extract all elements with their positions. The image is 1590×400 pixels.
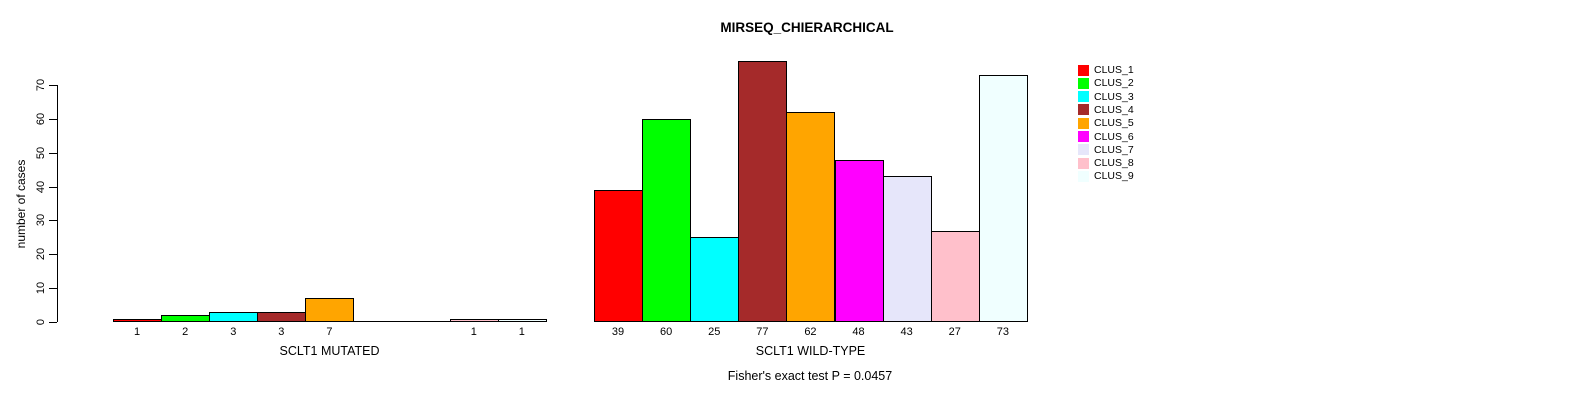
bar-value-label: 73 xyxy=(996,326,1009,338)
bar-value-label: 1 xyxy=(470,326,477,338)
legend-swatch-clus_4 xyxy=(1078,104,1089,116)
bar-clus_1-group2 xyxy=(594,189,644,322)
bar-clus_9-group2 xyxy=(978,74,1028,322)
group-label-mutated: SCLT1 MUTATED xyxy=(279,344,380,358)
y-axis-tick-label: 20 xyxy=(35,248,47,261)
legend-label-clus_5: CLUS_5 xyxy=(1094,117,1134,130)
legend-label-clus_1: CLUS_1 xyxy=(1094,64,1134,76)
bar-clus_6-group2 xyxy=(834,159,884,322)
legend-label-clus_8: CLUS_8 xyxy=(1094,157,1134,170)
bar-clus_2-group2 xyxy=(642,118,692,322)
bar-value-label: 48 xyxy=(852,326,865,338)
fisher-test-note: Fisher's exact test P = 0.0457 xyxy=(727,369,893,383)
bar-clus_8-group1 xyxy=(449,318,499,322)
y-axis-tick-label: 40 xyxy=(35,180,47,193)
legend-swatch-clus_9 xyxy=(1078,170,1089,182)
y-axis-tick xyxy=(49,220,57,222)
y-axis-tick xyxy=(49,254,57,256)
bar-value-label: 39 xyxy=(611,326,625,338)
legend-swatch-clus_1 xyxy=(1078,64,1089,76)
bar-value-label: 77 xyxy=(756,326,769,338)
bar-clus_3-group1 xyxy=(209,311,259,322)
bar-clus_8-group2 xyxy=(930,230,980,322)
y-axis-tick xyxy=(49,85,57,87)
y-axis-line xyxy=(57,85,58,322)
legend-label-clus_2: CLUS_2 xyxy=(1094,77,1134,90)
bar-clus_4-group1 xyxy=(257,311,307,322)
y-axis-tick xyxy=(49,186,57,188)
bar-value-label: 43 xyxy=(900,326,913,338)
y-axis-tick xyxy=(49,152,57,154)
bar-value-label: 7 xyxy=(326,326,333,338)
y-axis-tick-label: 30 xyxy=(35,214,47,227)
bar-clus_4-group2 xyxy=(738,61,788,322)
bar-value-label: 62 xyxy=(804,326,817,338)
legend-swatch-clus_7 xyxy=(1078,144,1089,156)
bar-value-label: 3 xyxy=(278,326,285,338)
y-axis-tick-label: 50 xyxy=(35,146,47,159)
chart-title: MIRSEQ_CHIERARCHICAL xyxy=(720,20,894,35)
bar-clus_1-group1 xyxy=(113,318,163,322)
bar-value-label: 60 xyxy=(660,326,673,338)
legend-label-clus_9: CLUS_9 xyxy=(1094,170,1134,183)
legend-label-clus_7: CLUS_7 xyxy=(1094,143,1134,156)
y-axis-tick xyxy=(49,288,57,290)
bar-clus_5-group2 xyxy=(786,112,836,322)
bar-clus_5-group1 xyxy=(305,298,355,322)
y-axis-tick-label: 60 xyxy=(35,112,47,126)
y-axis-tick xyxy=(49,118,57,120)
legend-label-clus_3: CLUS_3 xyxy=(1094,90,1134,103)
bar-clus_6-group1-zero xyxy=(353,320,403,322)
bar-clus_3-group2 xyxy=(690,237,740,322)
bar-value-label: 3 xyxy=(230,326,237,338)
bar-clus_7-group2 xyxy=(882,176,932,322)
legend-swatch-clus_5 xyxy=(1078,117,1089,129)
legend-label-clus_4: CLUS_4 xyxy=(1094,103,1134,116)
legend-label-clus_6: CLUS_6 xyxy=(1094,130,1134,143)
bar-value-label: 25 xyxy=(708,326,721,338)
y-axis-tick-label: 10 xyxy=(35,282,47,295)
bar-value-label: 1 xyxy=(518,326,525,338)
bar-value-label: 2 xyxy=(182,326,189,338)
bar-clus_7-group1-zero xyxy=(401,320,451,322)
bar-value-label: 27 xyxy=(948,326,961,338)
group-label-wild-type: SCLT1 WILD-TYPE xyxy=(755,344,866,358)
legend-swatch-clus_2 xyxy=(1078,77,1089,89)
legend-swatch-clus_3 xyxy=(1078,91,1089,103)
y-axis-tick-label: 0 xyxy=(35,318,47,326)
bar-clus_9-group1 xyxy=(497,318,547,322)
y-axis-tick xyxy=(49,322,57,323)
bar-clus_2-group1 xyxy=(161,315,211,322)
legend-swatch-clus_6 xyxy=(1078,131,1089,142)
y-axis-tick-label: 70 xyxy=(35,78,47,92)
legend-swatch-clus_8 xyxy=(1078,157,1089,169)
y-axis-label: number of cases xyxy=(14,159,28,249)
bar-value-label: 1 xyxy=(133,326,141,338)
